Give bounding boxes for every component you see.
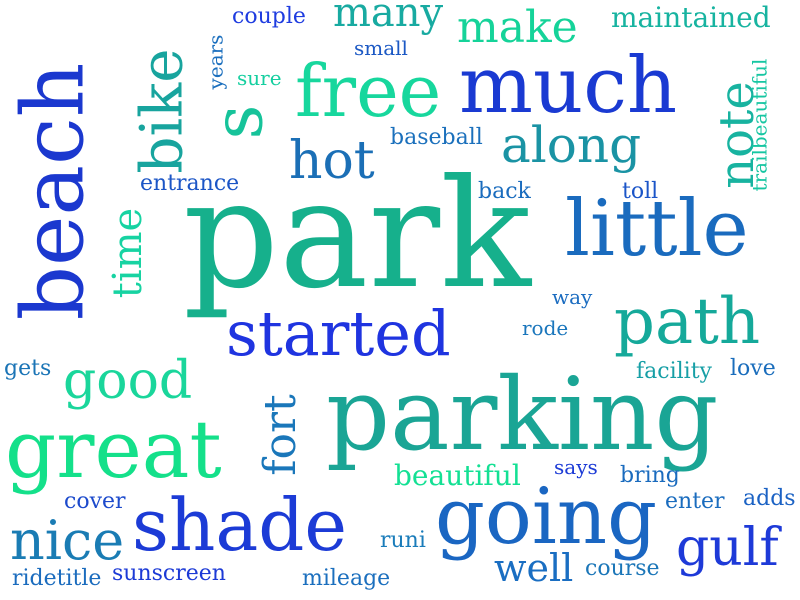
word-enter: enter	[665, 489, 725, 514]
word-parking: parking	[326, 356, 719, 473]
word-hot: hot	[289, 131, 375, 191]
word-bike: bike	[127, 48, 196, 174]
word-course: course	[585, 556, 660, 581]
word-gets: gets	[4, 356, 52, 381]
word-entrance: entrance	[140, 171, 240, 196]
word-time: time	[105, 207, 152, 299]
word-good: good	[63, 351, 193, 411]
word-sure: sure	[237, 66, 282, 90]
word-make: make	[457, 2, 578, 53]
word-great: great	[5, 403, 222, 496]
word-toll: toll	[622, 179, 659, 204]
word-park: park	[183, 148, 532, 322]
word-going: going	[435, 472, 658, 562]
word-couple: couple	[232, 4, 306, 29]
word-many: many	[333, 0, 444, 36]
word-maintained: maintained	[611, 1, 771, 34]
word-love: love	[730, 356, 776, 381]
word-says: says	[554, 455, 598, 479]
word-beach: beach	[4, 62, 104, 321]
word-gulf: gulf	[676, 518, 779, 578]
word-started: started	[226, 297, 451, 370]
word-beautiful: beautiful	[394, 459, 521, 492]
word-years: years	[203, 34, 228, 90]
word-ridetitle: ridetitle	[12, 566, 102, 591]
word-runi: runi	[380, 528, 426, 553]
word-well: well	[494, 546, 574, 590]
word-sunscreen: sunscreen	[112, 561, 226, 586]
word-small: small	[354, 36, 408, 60]
word-bring: bring	[620, 463, 680, 488]
word-little: little	[565, 184, 749, 274]
word-cover: cover	[64, 489, 126, 514]
word-way: way	[552, 285, 593, 309]
word-much: much	[459, 41, 678, 131]
word-fort: fort	[254, 394, 306, 476]
word-path: path	[614, 285, 761, 359]
word-mileage: mileage	[302, 566, 391, 591]
word-s: s	[199, 104, 279, 140]
word-back: back	[478, 179, 531, 204]
word-trailbeautiful: trailbeautiful	[747, 58, 772, 192]
word-shade: shade	[132, 483, 347, 567]
word-free: free	[295, 49, 442, 133]
word-along: along	[501, 116, 642, 174]
word-adds: adds	[743, 486, 796, 511]
word-rode: rode	[522, 316, 569, 340]
word-facility: facility	[636, 359, 712, 384]
word-baseball: baseball	[390, 125, 483, 150]
word-nice: nice	[10, 509, 125, 572]
